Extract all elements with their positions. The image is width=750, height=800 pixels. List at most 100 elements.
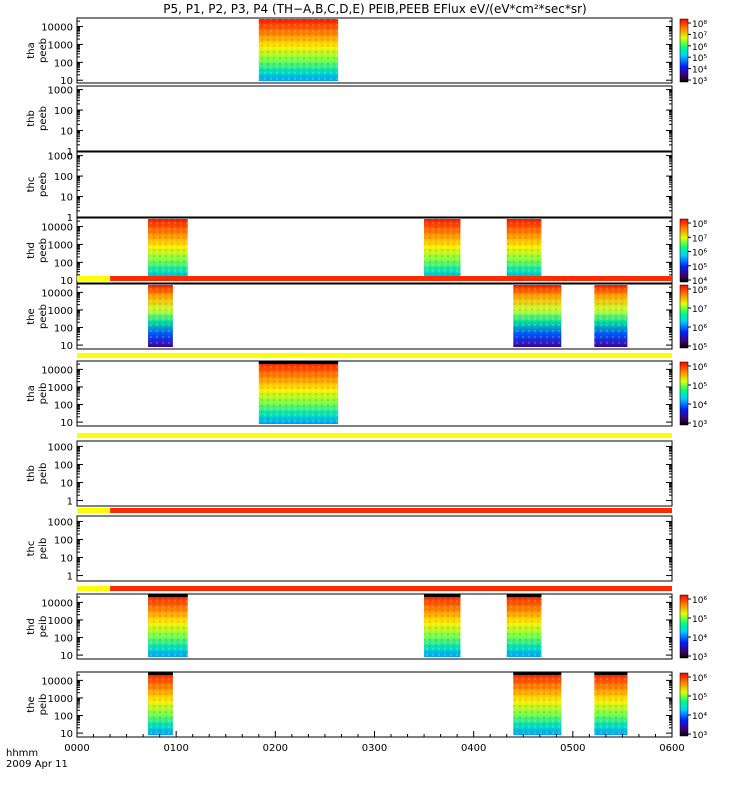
status-bar-red	[110, 508, 673, 513]
spectrogram-texture	[424, 595, 461, 657]
y-tick-label: 1000	[48, 306, 73, 317]
colorbar-tick-label: 10⁵	[692, 615, 707, 625]
y-tick-label: 100	[54, 106, 73, 117]
y-tick-label: 1000	[48, 694, 73, 705]
colorbar-tick-label: 10³	[692, 653, 707, 663]
colorbar-tick-label: 10⁴	[692, 712, 707, 722]
spectrogram-texture	[506, 595, 542, 657]
panel-frame	[76, 217, 673, 284]
y-tick-label: 100	[54, 712, 73, 723]
panel-instrument-label: peeb	[38, 38, 49, 63]
colorbar-tick-label: 10⁵	[692, 263, 707, 273]
colorbar-tick-label: 10⁷	[692, 234, 707, 244]
panel-frame	[76, 440, 673, 507]
spectrogram-texture	[513, 285, 562, 347]
y-tick-label: 1000	[48, 240, 73, 251]
y-tick-label: 10	[60, 729, 73, 740]
x-axis-label-hhmm: hhmm	[6, 748, 38, 759]
colorbar	[679, 18, 689, 83]
y-tick-label: 1	[67, 497, 73, 508]
panel-frame	[76, 151, 673, 218]
panel-probe-label: tha	[26, 42, 37, 58]
colorbar-tick-label: 10⁶	[692, 674, 707, 684]
panel-thd-peib: 10 100 1000 10000 thd peib 10³ 10⁴ 10⁵ 10⁶	[26, 586, 707, 663]
x-tick-label: 0200	[263, 743, 288, 754]
spectrogram-texture	[258, 19, 339, 81]
panel-tha-peib: 10 100 1000 10000 tha peib 10³ 10⁴ 10⁵ 10⁶	[26, 353, 707, 430]
y-tick-label: 10000	[41, 676, 73, 687]
panel-thc-peib: 1 10 100 1000 thc peib	[26, 508, 673, 583]
y-tick-label: 10	[60, 554, 73, 565]
panel-thb-peib: 1 10 100 1000 thb peib	[26, 433, 673, 508]
colorbar-tick-label: 10⁶	[692, 43, 707, 53]
panel-frame	[76, 360, 673, 427]
y-tick-label: 1000	[48, 86, 73, 97]
panel-instrument-label: peib	[38, 616, 49, 638]
status-bar-yellow	[77, 276, 111, 281]
panel-instrument-label: peib	[38, 538, 49, 560]
saturation-line	[148, 594, 188, 597]
y-tick-label: 1	[67, 213, 73, 224]
colorbar-tick-label: 10⁶	[692, 249, 707, 259]
panel-probe-label: the	[26, 308, 37, 324]
y-tick-label: 10000	[41, 223, 73, 234]
y-tick-label: 10000	[41, 23, 73, 34]
colorbar-tick-label: 10⁶	[692, 363, 707, 373]
panel-instrument-label: peeb	[38, 106, 49, 131]
saturation-line	[513, 672, 562, 675]
colorbar-tick-label: 10³	[692, 77, 707, 87]
colorbar-tick-label: 10³	[692, 731, 707, 741]
colorbar-tick-label: 10⁴	[692, 66, 707, 76]
saturation-line	[594, 672, 628, 675]
y-tick-label: 10	[60, 127, 73, 138]
colorbar-tick-label: 10⁸	[692, 286, 707, 296]
y-tick-label: 1000	[48, 40, 73, 51]
y-tick-label: 10	[60, 193, 73, 204]
y-tick-label: 10	[60, 341, 73, 352]
y-tick-label: 100	[54, 634, 73, 645]
x-tick-label: 0100	[163, 743, 188, 754]
x-axis: 0000 0100 0200 0300 0400 0500 0600	[64, 731, 685, 754]
panel-frame	[76, 515, 673, 582]
x-tick-label: 0600	[659, 743, 684, 754]
y-tick-label: 100	[54, 460, 73, 471]
colorbar	[679, 361, 689, 426]
colorbar	[679, 218, 689, 283]
colorbar-tick-label: 10⁴	[692, 634, 707, 644]
panel-thd-peeb: 10 100 1000 10000 thd peeb 10⁴ 10⁵ 10⁶ 10⁷ 10⁸	[26, 217, 707, 287]
panel-instrument-label: peib	[38, 383, 49, 405]
y-tick-label: 100	[54, 535, 73, 546]
colorbar-tick-label: 10⁵	[692, 693, 707, 703]
y-tick-label: 100	[54, 401, 73, 412]
panel-frame	[76, 17, 673, 84]
spectrogram-texture	[513, 673, 562, 735]
colorbar-tick-label: 10⁵	[692, 54, 707, 64]
saturation-line	[258, 361, 339, 364]
spectrogram-texture	[594, 285, 628, 347]
panel-instrument-label: peib	[38, 694, 49, 716]
spectrogram-texture	[424, 219, 461, 281]
status-bar-yellow	[77, 353, 672, 358]
colorbar-tick-label: 10⁶	[692, 596, 707, 606]
y-tick-label: 10000	[41, 288, 73, 299]
panel-thb-peeb: 1 10 100 1000 thb peeb	[26, 85, 673, 158]
status-bar-yellow	[77, 508, 111, 513]
panel-probe-label: thd	[26, 242, 37, 259]
x-tick-label: 0400	[461, 743, 486, 754]
status-bar-yellow	[77, 586, 111, 591]
spectrogram-texture	[148, 219, 188, 281]
panel-instrument-label: peeb	[38, 304, 49, 329]
y-tick-label: 100	[54, 258, 73, 269]
y-tick-label: 1000	[48, 517, 73, 528]
colorbar-tick-label: 10⁴	[692, 277, 707, 287]
colorbar	[679, 594, 689, 659]
y-tick-label: 10	[60, 479, 73, 490]
colorbar-tick-label: 10⁷	[692, 305, 707, 315]
colorbar-tick-label: 10⁵	[692, 343, 707, 353]
x-axis-label-date: 2009 Apr 11	[6, 759, 68, 770]
y-tick-label: 10	[60, 651, 73, 662]
saturation-line	[424, 594, 461, 597]
